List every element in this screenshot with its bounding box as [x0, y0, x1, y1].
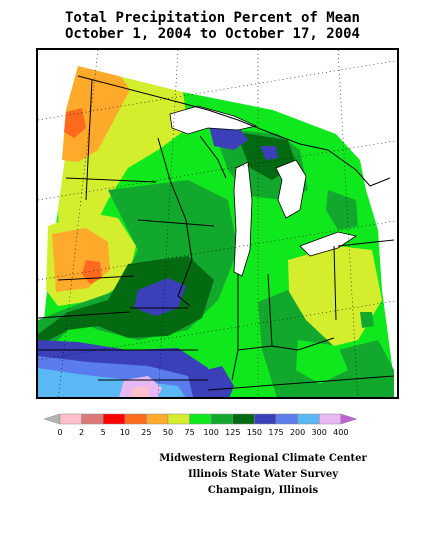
- legend-swatch: [59, 413, 82, 425]
- legend-label: 400: [333, 428, 348, 437]
- map-subtitle-date-range: October 1, 2004 to October 17, 2004: [64, 26, 360, 42]
- border-ia-il: [177, 219, 193, 307]
- area-northwest-orange: [62, 66, 130, 162]
- credit-survey: Illinois State Water Survey: [187, 469, 339, 480]
- legend-swatch: [189, 413, 212, 425]
- legend-swatch: [124, 413, 147, 425]
- precipitation-map: [36, 48, 399, 399]
- border-nd-sd: [65, 177, 157, 183]
- legend-label: 75: [185, 428, 195, 437]
- area-northwest-red: [64, 108, 86, 138]
- lake-erie: [300, 232, 356, 256]
- legend-swatch: [297, 413, 320, 425]
- legend-swatch: [232, 413, 255, 425]
- legend-swatch: [102, 413, 126, 425]
- lake-superior: [170, 106, 256, 134]
- legend-label: 0: [57, 428, 62, 437]
- lake-huron: [276, 160, 306, 218]
- border-in-oh: [267, 273, 273, 347]
- border-mn-ia: [137, 219, 215, 227]
- legend-swatch: [340, 413, 358, 425]
- area-southwest-violet: [119, 376, 162, 397]
- legend-label: 2: [79, 428, 84, 437]
- legend-swatch: [146, 413, 169, 425]
- area-east-small-darkgreen: [360, 312, 374, 328]
- legend-label: 200: [290, 428, 305, 437]
- lake-outlines: [169, 105, 358, 277]
- area-south-blue-2: [198, 366, 234, 397]
- border-tn: [207, 375, 395, 391]
- legend-label: 100: [204, 428, 219, 437]
- border-mn-nd: [85, 79, 93, 201]
- legend-swatch: [318, 413, 342, 425]
- color-legend: 0 2 5 10 25 50 75 100 125 150 175 200 300 400: [40, 410, 385, 450]
- border-sd-ne: [57, 275, 135, 281]
- area-central-blue: [134, 278, 186, 316]
- border-ne-ks: [38, 311, 131, 319]
- lake-michigan: [234, 162, 252, 276]
- legend-swatch: [167, 413, 190, 425]
- credit-location: Champaign, Illinois: [207, 485, 319, 496]
- area-east-ne-darkgreen: [326, 190, 358, 230]
- legend-label: 5: [101, 428, 106, 437]
- legend-swatch: [43, 413, 61, 425]
- area-southwest-pink: [130, 386, 150, 397]
- area-central-darkgreen-2: [38, 256, 214, 346]
- legend-swatch: [81, 413, 104, 425]
- legend-labels: 0 2 5 10 25 50 75 100 125 150 175 200 300 400: [57, 428, 348, 437]
- legend-label: 175: [268, 428, 283, 437]
- map-svg: [38, 50, 397, 397]
- area-north-blue-2: [260, 146, 278, 160]
- border-us-canada: [77, 75, 329, 151]
- region-northeast-nodata: [336, 111, 397, 247]
- legend-swatches: [43, 413, 358, 425]
- legend-label: 50: [163, 428, 173, 437]
- border-oh-pa: [333, 245, 337, 321]
- legend-swatch: [210, 413, 234, 425]
- region-north-nodata: [183, 50, 338, 134]
- legend-label: 150: [247, 428, 262, 437]
- border-mn-wi: [157, 137, 187, 221]
- graticule: [38, 50, 397, 397]
- area-east-darkgreen: [258, 290, 394, 397]
- border-wi-mi: [199, 135, 227, 179]
- map-title: Total Precipitation Percent of Mean: [64, 10, 360, 26]
- legend-label: 10: [120, 428, 130, 437]
- region-northwest-nodata: [78, 50, 188, 92]
- legend-label: 25: [141, 428, 151, 437]
- state-boundaries: [38, 75, 395, 391]
- border-ontario-east: [327, 149, 391, 187]
- legend-label: 300: [312, 428, 327, 437]
- legend-swatch: [254, 413, 277, 425]
- legend-svg: 0 2 5 10 25 50 75 100 125 150 175 200 300 400: [43, 413, 358, 437]
- credit-center: Midwestern Regional Climate Center: [159, 453, 367, 464]
- area-east-green-pocket: [296, 340, 348, 384]
- legend-swatch: [275, 413, 298, 425]
- legend-label: 125: [225, 428, 240, 437]
- border-ky-north: [237, 337, 335, 351]
- border-pa-ny: [337, 239, 395, 247]
